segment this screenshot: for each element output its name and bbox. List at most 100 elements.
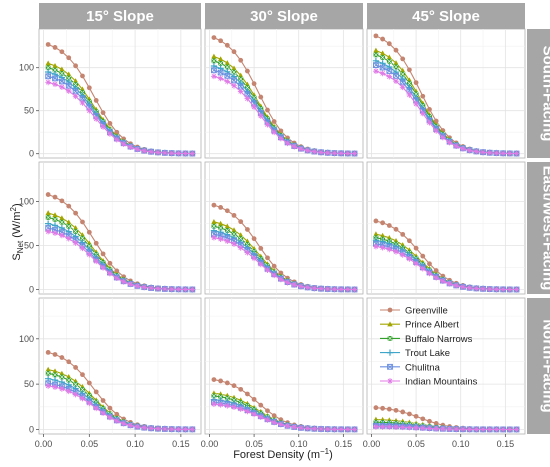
x-tick-label: 0.10 [290,439,308,449]
data-point-indian-mountains [161,150,168,156]
row-strip-label: East/West-Facing [540,166,550,291]
data-point-indian-mountains [291,424,298,431]
data-point-trout-lake [399,75,406,83]
x-tick-label: 0.00 [201,439,219,449]
data-point-chulitna [237,83,244,90]
data-point-indian-mountains [500,150,507,157]
row-strip-label: North-Facing [540,319,550,412]
data-point-indian-mountains [473,285,480,292]
data-point-indian-mountains [344,286,351,293]
series-panel-north-facing-30-slope [210,377,358,433]
data-point-indian-mountains [338,150,345,157]
data-point-indian-mountains [257,113,264,119]
data-point-greenville [66,359,72,365]
data-point-indian-mountains [175,150,182,157]
data-point-prince-albert [231,227,237,233]
row-strip-label: South-Facing [540,46,550,142]
data-point-greenville [373,405,379,411]
data-point-indian-mountains [413,424,419,431]
data-point-greenville [224,208,230,214]
data-point-greenville [265,408,270,414]
data-point-prince-albert [217,56,224,62]
x-tick-label: 0.10 [126,439,144,449]
data-point-indian-mountains [72,93,79,100]
data-point-indian-mountains [189,150,196,157]
series-panel-east-west-facing-45-slope [372,218,520,293]
data-point-greenville [238,219,244,225]
data-point-trout-lake [392,243,400,250]
data-point-indian-mountains [45,383,52,389]
data-point-indian-mountains [52,81,58,88]
data-point-greenville [231,212,237,218]
data-point-trout-lake [386,240,393,247]
data-point-indian-mountains [251,104,257,110]
data-point-indian-mountains [344,150,351,157]
legend-item-trout-lake: Trout Lake [380,348,450,359]
x-axis-title-main: Forest Density (m [233,449,320,461]
data-point-indian-mountains [65,88,72,94]
data-point-trout-lake [224,231,231,238]
data-point-buffalo-narrows [66,223,72,229]
data-point-indian-mountains [318,426,324,432]
data-point-indian-mountains [264,267,271,273]
series-panel-south-facing-15-slope [45,42,196,157]
data-point-prince-albert [393,60,399,66]
data-point-buffalo-narrows [211,58,217,64]
data-point-prince-albert [379,232,386,238]
data-point-indian-mountains [439,426,446,432]
series-panel-south-facing-30-slope [210,35,358,157]
data-point-chulitna [373,62,379,69]
data-point-indian-mountains [93,405,100,412]
data-point-indian-mountains [426,119,433,126]
x-axis-title-end: ) [329,449,333,461]
data-point-indian-mountains [433,127,440,134]
data-point-indian-mountains [284,423,291,429]
data-point-greenville [251,396,257,402]
data-point-greenville [407,411,412,417]
data-point-prince-albert [65,71,72,77]
data-point-greenville [238,57,244,63]
data-point-greenville [73,63,79,69]
data-point-buffalo-narrows [45,214,51,221]
data-point-indian-mountains [344,426,351,433]
data-point-indian-mountains [182,426,189,433]
data-point-indian-mountains [217,75,224,82]
data-point-indian-mountains [100,264,106,271]
data-point-buffalo-narrows [66,377,72,383]
data-point-trout-lake [217,229,224,236]
data-point-indian-mountains [493,150,500,156]
panel-background [38,297,202,435]
data-point-buffalo-narrows [231,397,237,403]
data-point-indian-mountains [486,426,493,433]
x-tick-label: 0.00 [363,439,381,449]
data-point-indian-mountains [493,426,500,433]
data-point-indian-mountains [231,241,237,247]
data-point-trout-lake [210,227,218,234]
y-axis-title-main: S [11,253,23,260]
data-point-indian-mountains [406,424,413,431]
data-point-indian-mountains [513,286,520,293]
data-point-indian-mountains [480,149,486,156]
data-point-greenville [400,56,406,62]
data-point-indian-mountains [439,134,446,141]
data-point-chulitna [211,67,217,74]
y-tick-label: 100 [19,334,34,344]
column-strip-30-slope: 30° Slope [205,3,363,29]
data-point-greenville [211,377,217,382]
data-point-indian-mountains [460,284,466,290]
data-point-indian-mountains [148,148,154,155]
data-point-indian-mountains [513,150,520,157]
y-axis-title-subscript: Net [16,240,25,253]
data-point-greenville [386,406,392,412]
data-point-greenville [80,219,85,225]
data-point-indian-mountains [86,107,93,114]
legend-item-buffalo-narrows: Buffalo Narrows [380,334,473,345]
data-point-greenville [107,260,113,266]
data-point-indian-mountains [134,283,141,289]
data-point-indian-mountains [393,424,399,430]
legend-key-marker [387,321,393,327]
data-point-greenville [86,85,92,91]
data-point-buffalo-narrows [218,60,224,66]
x-tick-label: 0.15 [172,439,190,449]
data-point-greenville [380,220,386,226]
